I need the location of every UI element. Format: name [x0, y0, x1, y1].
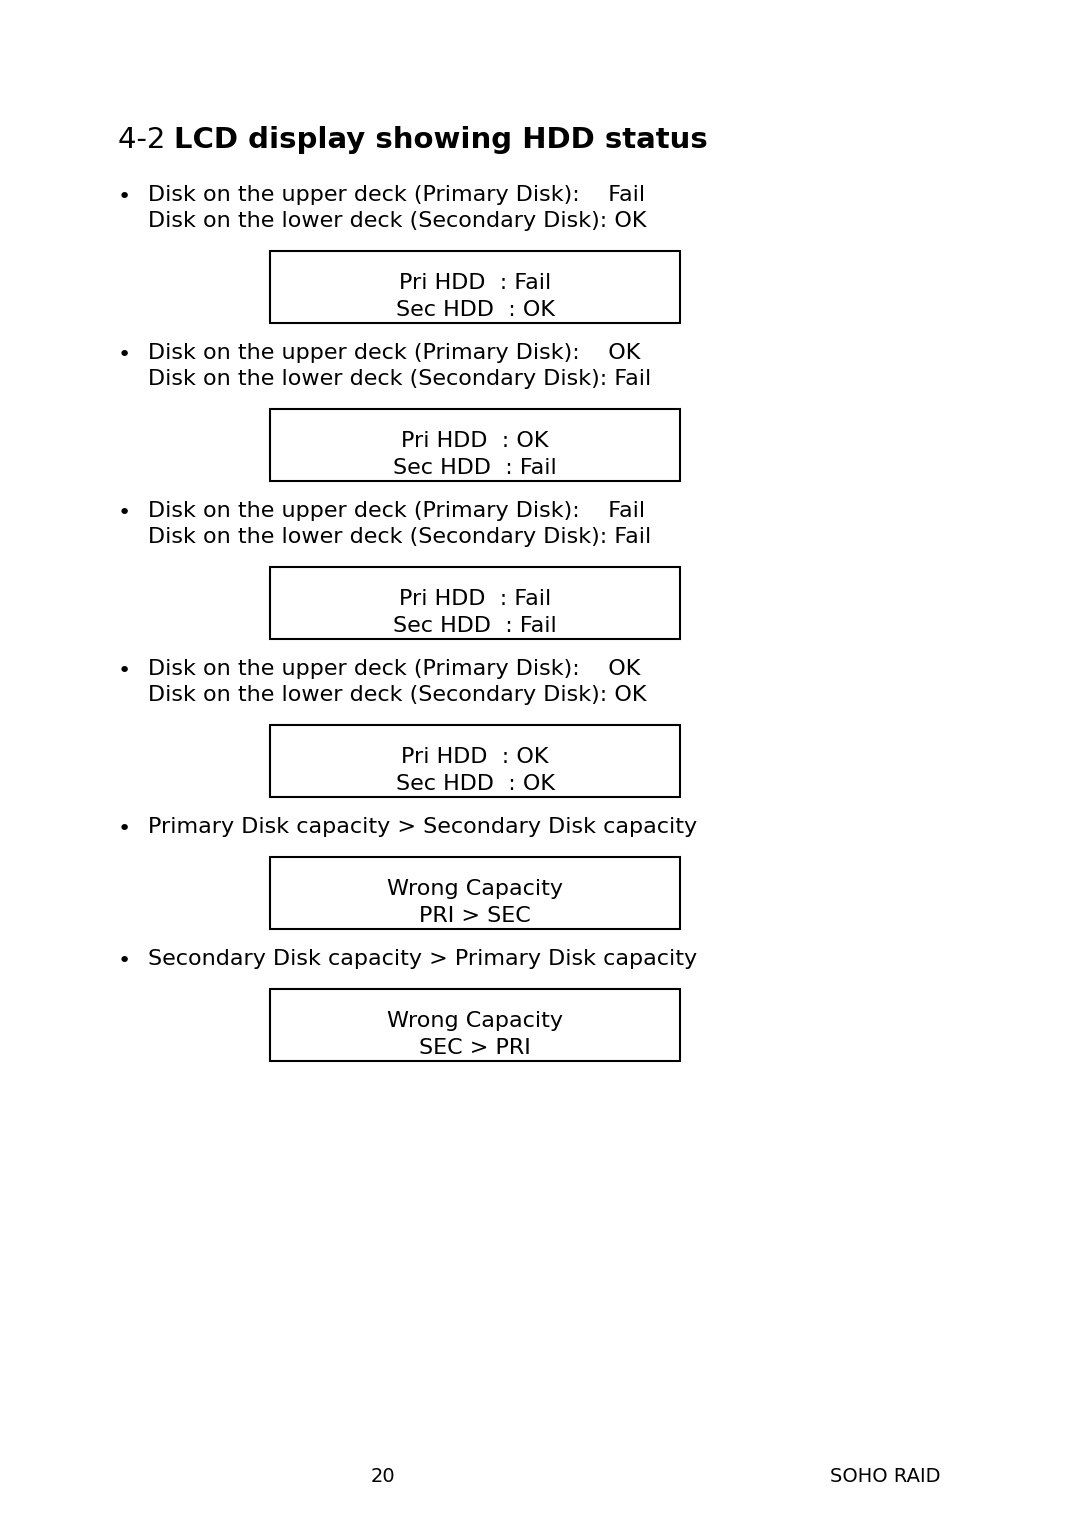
- Text: Sec HDD  : Fail: Sec HDD : Fail: [393, 459, 557, 479]
- Text: •: •: [118, 951, 132, 971]
- Text: •: •: [118, 346, 132, 365]
- Text: Disk on the upper deck (Primary Disk):    OK: Disk on the upper deck (Primary Disk): O…: [148, 342, 640, 362]
- Text: Pri HDD  : OK: Pri HDD : OK: [402, 431, 549, 451]
- Text: Disk on the upper deck (Primary Disk):    Fail: Disk on the upper deck (Primary Disk): F…: [148, 502, 645, 521]
- Text: Disk on the lower deck (Secondary Disk): OK: Disk on the lower deck (Secondary Disk):…: [148, 685, 647, 705]
- Text: Sec HDD  : Fail: Sec HDD : Fail: [393, 616, 557, 636]
- Text: Wrong Capacity: Wrong Capacity: [387, 879, 563, 899]
- Text: Disk on the upper deck (Primary Disk):    Fail: Disk on the upper deck (Primary Disk): F…: [148, 185, 645, 205]
- Text: 4-2: 4-2: [118, 125, 175, 154]
- Text: •: •: [118, 661, 132, 680]
- Bar: [270, 567, 680, 639]
- Text: PRI > SEC: PRI > SEC: [419, 907, 531, 927]
- Bar: [270, 989, 680, 1061]
- Text: Disk on the lower deck (Secondary Disk): Fail: Disk on the lower deck (Secondary Disk):…: [148, 368, 651, 388]
- Text: •: •: [118, 503, 132, 523]
- Text: Pri HDD  : OK: Pri HDD : OK: [402, 746, 549, 766]
- Text: Disk on the lower deck (Secondary Disk): OK: Disk on the lower deck (Secondary Disk):…: [148, 211, 647, 231]
- Bar: [270, 856, 680, 930]
- Text: Pri HDD  : Fail: Pri HDD : Fail: [399, 272, 551, 292]
- Bar: [270, 725, 680, 797]
- Text: •: •: [118, 820, 132, 839]
- Text: SOHO RAID: SOHO RAID: [831, 1466, 941, 1486]
- Text: •: •: [118, 187, 132, 206]
- Text: Secondary Disk capacity > Primary Disk capacity: Secondary Disk capacity > Primary Disk c…: [148, 950, 697, 969]
- Text: Disk on the lower deck (Secondary Disk): Fail: Disk on the lower deck (Secondary Disk):…: [148, 528, 651, 547]
- Text: Pri HDD  : Fail: Pri HDD : Fail: [399, 589, 551, 609]
- Text: Sec HDD  : OK: Sec HDD : OK: [395, 774, 554, 794]
- Text: Sec HDD  : OK: Sec HDD : OK: [395, 300, 554, 320]
- Bar: [270, 251, 680, 323]
- Text: Wrong Capacity: Wrong Capacity: [387, 1011, 563, 1031]
- Bar: [270, 408, 680, 482]
- Text: 20: 20: [372, 1466, 395, 1486]
- Text: Disk on the upper deck (Primary Disk):    OK: Disk on the upper deck (Primary Disk): O…: [148, 659, 640, 679]
- Text: LCD display showing HDD status: LCD display showing HDD status: [174, 125, 707, 154]
- Text: Primary Disk capacity > Secondary Disk capacity: Primary Disk capacity > Secondary Disk c…: [148, 816, 697, 836]
- Text: SEC > PRI: SEC > PRI: [419, 1038, 531, 1058]
